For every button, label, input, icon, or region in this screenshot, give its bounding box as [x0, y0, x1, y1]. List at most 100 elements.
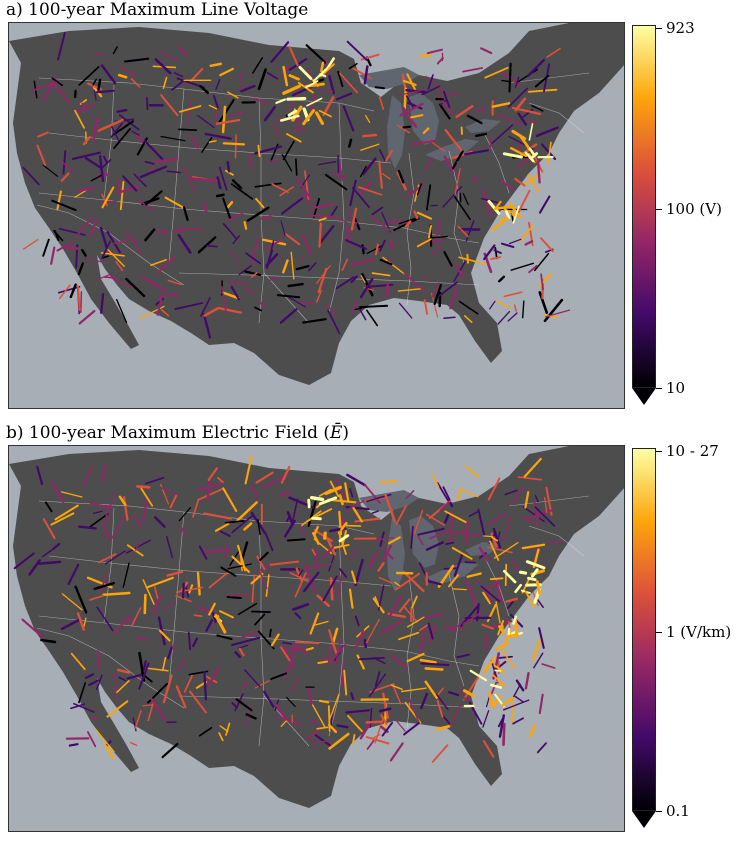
transmission-line	[536, 160, 541, 184]
transmission-line	[134, 710, 142, 729]
transmission-line	[270, 240, 275, 252]
transmission-line	[546, 47, 561, 58]
transmission-line	[360, 274, 366, 284]
panel-b-tick-bottom	[656, 811, 662, 812]
transmission-line	[168, 292, 179, 297]
transmission-line-hot	[524, 151, 535, 163]
transmission-line	[365, 720, 383, 724]
transmission-line	[536, 597, 544, 609]
transmission-line	[497, 655, 513, 659]
transmission-line	[356, 654, 365, 670]
transmission-line	[226, 200, 234, 209]
transmission-line	[217, 306, 242, 314]
transmission-line	[511, 559, 519, 573]
transmission-line	[145, 476, 165, 485]
transmission-line	[352, 67, 372, 80]
transmission-line	[354, 629, 365, 651]
transmission-line	[183, 673, 194, 693]
state-border	[103, 507, 115, 623]
transmission-line	[244, 669, 261, 688]
transmission-line	[80, 291, 83, 314]
transmission-line	[451, 547, 473, 560]
transmission-line	[95, 89, 115, 94]
transmission-line	[179, 46, 188, 57]
transmission-line	[126, 616, 135, 625]
transmission-line-hot	[287, 109, 298, 117]
transmission-line	[94, 53, 104, 57]
transmission-line-hot	[344, 482, 350, 503]
transmission-line	[13, 552, 35, 570]
transmission-line	[197, 488, 224, 501]
transmission-line	[85, 256, 107, 264]
transmission-line-hot	[469, 669, 488, 682]
transmission-line	[354, 615, 360, 627]
transmission-line	[466, 114, 483, 125]
transmission-line	[517, 112, 527, 126]
transmission-line	[263, 105, 277, 122]
transmission-line	[524, 240, 534, 246]
transmission-line	[89, 219, 98, 237]
transmission-line	[142, 704, 153, 707]
transmission-line	[512, 717, 524, 725]
transmission-line	[204, 132, 232, 140]
transmission-line	[351, 570, 357, 584]
transmission-line	[522, 300, 525, 319]
transmission-line	[303, 563, 333, 569]
transmission-line-hot	[527, 576, 537, 582]
transmission-line	[162, 674, 173, 704]
transmission-line	[231, 555, 250, 573]
transmission-line	[371, 272, 391, 277]
transmission-line	[182, 166, 196, 193]
transmission-line	[385, 220, 413, 225]
transmission-line	[438, 103, 451, 120]
state-border	[178, 272, 480, 286]
transmission-line	[505, 597, 518, 603]
transmission-line	[286, 511, 294, 526]
state-border	[406, 575, 415, 729]
transmission-line-hot	[338, 534, 350, 543]
transmission-line	[227, 563, 252, 570]
transmission-line	[527, 88, 558, 93]
transmission-line	[95, 729, 115, 753]
transmission-line	[308, 262, 317, 272]
transmission-line	[372, 536, 395, 542]
transmission-line	[368, 673, 387, 698]
transmission-line	[489, 300, 496, 310]
transmission-line-hot	[462, 689, 476, 698]
transmission-line	[243, 522, 253, 531]
transmission-line	[343, 669, 348, 696]
transmission-line	[349, 179, 357, 207]
transmission-line	[101, 255, 110, 259]
transmission-line	[310, 701, 326, 728]
transmission-line	[119, 181, 125, 211]
transmission-line	[496, 114, 523, 126]
transmission-line	[142, 579, 155, 605]
transmission-line	[394, 581, 402, 587]
transmission-line	[358, 306, 367, 321]
transmission-line	[74, 585, 88, 614]
transmission-line	[205, 619, 214, 632]
transmission-line	[215, 118, 241, 125]
transmission-line	[448, 511, 454, 542]
transmission-line	[339, 568, 348, 578]
transmission-line	[60, 172, 70, 182]
transmission-line	[234, 134, 237, 159]
map-canvas	[9, 23, 624, 408]
state-border	[168, 88, 185, 264]
transmission-line	[370, 216, 392, 232]
transmission-line	[227, 91, 239, 99]
transmission-line	[389, 238, 394, 251]
transmission-line	[224, 520, 245, 524]
transmission-line	[269, 560, 300, 566]
transmission-line	[298, 569, 304, 577]
transmission-line	[278, 491, 292, 497]
transmission-line	[351, 257, 374, 267]
transmission-line	[74, 109, 85, 129]
transmission-line	[84, 673, 95, 680]
transmission-line-hot	[482, 656, 497, 674]
transmission-line	[138, 662, 150, 690]
transmission-line	[177, 233, 192, 254]
transmission-line	[454, 168, 461, 196]
transmission-line-hot	[345, 524, 362, 527]
transmission-line	[230, 285, 240, 301]
